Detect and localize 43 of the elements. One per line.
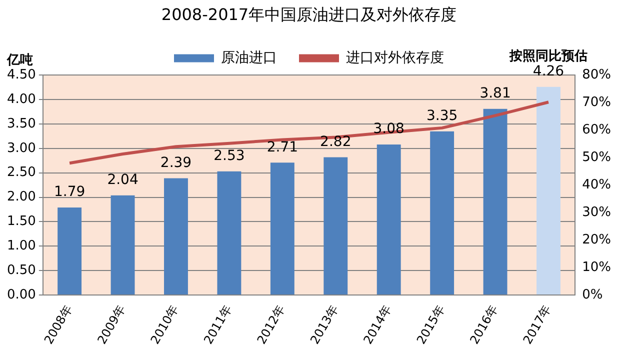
y2-tick-label: 0%	[582, 287, 603, 302]
bar	[58, 208, 82, 294]
bar	[376, 144, 401, 294]
y2-tick-label: 30%	[582, 204, 612, 220]
data-label: 1.79	[54, 184, 86, 200]
bar	[164, 178, 188, 294]
bar	[430, 131, 454, 294]
data-label: 2.04	[107, 172, 138, 188]
y-tick-label: 1.50	[6, 214, 36, 230]
annotation: 按照同比预估	[508, 48, 588, 64]
data-label: 2.82	[320, 134, 352, 150]
data-label: 3.35	[426, 108, 458, 124]
legend-label: 进口对外依存度	[346, 50, 444, 66]
y2-tick-label: 10%	[582, 260, 612, 275]
y-tick-label: 4.50	[6, 68, 36, 83]
y2-tick-label: 20%	[582, 232, 612, 248]
bar	[324, 157, 348, 294]
data-label: 2.39	[160, 154, 192, 171]
y-tick-label: 3.50	[6, 116, 36, 132]
y2-tick-label: 50%	[582, 150, 612, 165]
y2-tick-label: 60%	[582, 122, 612, 138]
y2-tick-label: 70%	[582, 95, 612, 110]
data-label: 2.71	[266, 139, 298, 156]
bar	[483, 108, 508, 294]
y2-tick-label: 40%	[582, 177, 612, 192]
bar	[536, 86, 560, 294]
y2-tick-label: 80%	[582, 68, 612, 83]
y-tick-label: 0.50	[6, 262, 36, 278]
y-tick-label: 1.00	[6, 238, 36, 254]
y-tick-label: 2.00	[6, 190, 36, 205]
chart-title: 2008-2017年中国原油进口及对外依存度	[161, 4, 457, 24]
data-label: 3.81	[480, 86, 511, 102]
y-tick-label: 0.00	[6, 287, 36, 302]
y-tick-label: 4.00	[6, 92, 36, 107]
y-axis-title: 亿吨	[6, 53, 33, 68]
legend-label: 原油进口	[221, 50, 277, 66]
y-tick-label: 3.00	[6, 140, 36, 156]
data-label: 2.53	[214, 148, 245, 164]
bar	[217, 171, 242, 294]
bar	[110, 195, 135, 294]
data-label: 4.26	[532, 64, 564, 80]
y-tick-label: 2.50	[6, 165, 36, 180]
bar	[270, 162, 294, 294]
